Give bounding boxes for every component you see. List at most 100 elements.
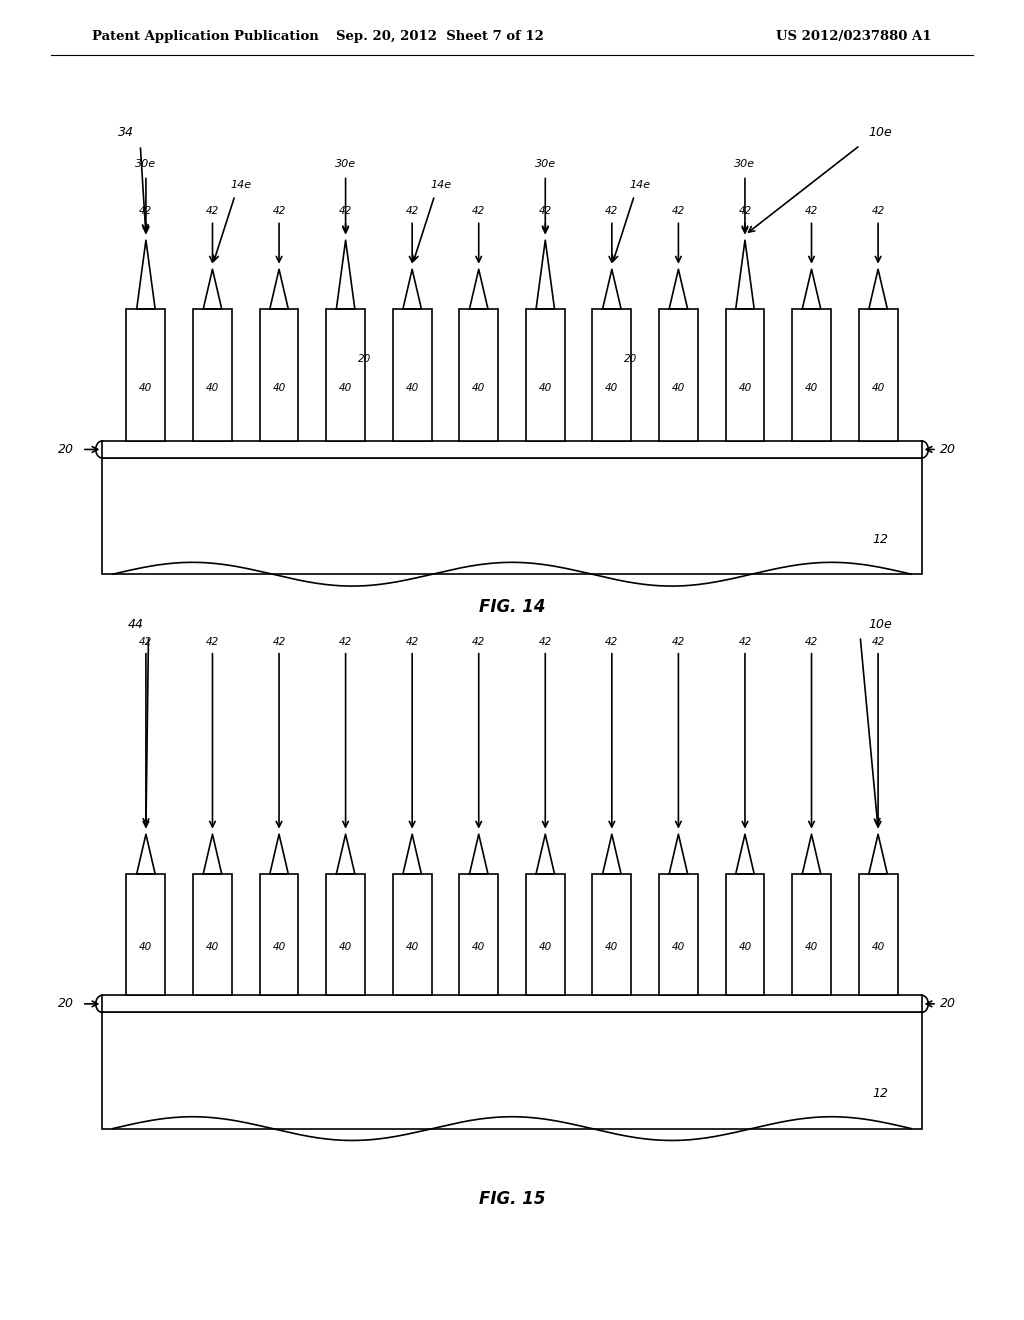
Text: 42: 42 [406, 206, 419, 216]
Bar [659, 309, 698, 441]
Text: 14e: 14e [430, 180, 452, 190]
Text: Patent Application Publication: Patent Application Publication [92, 30, 318, 44]
Text: 42: 42 [339, 636, 352, 647]
Text: 20: 20 [625, 354, 637, 364]
Text: 40: 40 [605, 941, 618, 952]
Text: 40: 40 [472, 941, 485, 952]
Text: 42: 42 [672, 206, 685, 216]
Text: 42: 42 [605, 636, 618, 647]
Text: 42: 42 [272, 636, 286, 647]
Text: 30e: 30e [135, 158, 157, 169]
Text: 20: 20 [940, 998, 956, 1010]
Text: 40: 40 [206, 383, 219, 393]
Bar [593, 309, 632, 441]
Bar [460, 309, 499, 441]
Text: 10e: 10e [868, 618, 892, 631]
Text: 40: 40 [738, 941, 752, 952]
Text: 42: 42 [272, 206, 286, 216]
Text: 40: 40 [339, 941, 352, 952]
Bar [393, 309, 432, 441]
Bar [526, 309, 565, 441]
Text: 42: 42 [539, 636, 552, 647]
Text: 42: 42 [605, 206, 618, 216]
Text: 40: 40 [472, 383, 485, 393]
Text: 40: 40 [272, 383, 286, 393]
Text: 44: 44 [128, 618, 144, 631]
Text: 40: 40 [672, 383, 685, 393]
Text: 20: 20 [57, 998, 74, 1010]
Bar [260, 309, 299, 441]
Bar [526, 874, 565, 995]
Text: 42: 42 [871, 206, 885, 216]
Text: FIG. 15: FIG. 15 [479, 1189, 545, 1208]
Text: 42: 42 [472, 636, 485, 647]
Text: 42: 42 [871, 636, 885, 647]
Bar [102, 441, 922, 458]
Text: 12: 12 [872, 1088, 889, 1101]
Text: 20: 20 [57, 444, 74, 455]
Bar [327, 309, 366, 441]
Text: 40: 40 [406, 383, 419, 393]
Bar [393, 874, 432, 995]
Text: 42: 42 [206, 636, 219, 647]
Bar [102, 458, 922, 574]
Text: 42: 42 [139, 206, 153, 216]
Text: 40: 40 [871, 383, 885, 393]
Text: 40: 40 [871, 941, 885, 952]
Bar [793, 874, 831, 995]
Text: 34: 34 [118, 125, 134, 139]
Bar [102, 1012, 922, 1129]
Text: 40: 40 [738, 383, 752, 393]
Text: 42: 42 [738, 636, 752, 647]
Text: US 2012/0237880 A1: US 2012/0237880 A1 [776, 30, 932, 44]
Text: 40: 40 [139, 383, 153, 393]
Text: 42: 42 [672, 636, 685, 647]
Text: FIG. 14: FIG. 14 [479, 598, 545, 616]
Bar [102, 995, 922, 1012]
Text: 40: 40 [805, 383, 818, 393]
Text: 40: 40 [805, 941, 818, 952]
Text: 40: 40 [605, 383, 618, 393]
Text: 42: 42 [805, 206, 818, 216]
Text: 14e: 14e [230, 180, 252, 190]
Text: 14e: 14e [630, 180, 651, 190]
Bar [793, 309, 831, 441]
Text: 30e: 30e [535, 158, 556, 169]
Bar [659, 874, 698, 995]
Text: 30e: 30e [335, 158, 356, 169]
Bar [859, 309, 898, 441]
Text: 20: 20 [940, 444, 956, 455]
Text: 10e: 10e [868, 125, 892, 139]
Text: 42: 42 [206, 206, 219, 216]
Text: 42: 42 [406, 636, 419, 647]
Bar [327, 874, 366, 995]
Text: 40: 40 [539, 383, 552, 393]
Text: 40: 40 [139, 941, 153, 952]
Bar [725, 309, 764, 441]
Bar [859, 874, 898, 995]
Bar [725, 874, 764, 995]
Text: 42: 42 [472, 206, 485, 216]
Text: 42: 42 [339, 206, 352, 216]
Text: 40: 40 [672, 941, 685, 952]
Bar [194, 874, 232, 995]
Text: 40: 40 [339, 383, 352, 393]
Text: 30e: 30e [734, 158, 756, 169]
Text: 40: 40 [406, 941, 419, 952]
Text: 42: 42 [805, 636, 818, 647]
Text: 12: 12 [872, 533, 889, 546]
Bar [194, 309, 232, 441]
Text: 42: 42 [139, 636, 153, 647]
Bar [260, 874, 299, 995]
Text: 40: 40 [272, 941, 286, 952]
Bar [127, 309, 166, 441]
Text: 40: 40 [206, 941, 219, 952]
Text: Sep. 20, 2012  Sheet 7 of 12: Sep. 20, 2012 Sheet 7 of 12 [336, 30, 545, 44]
Bar [127, 874, 166, 995]
Bar [460, 874, 499, 995]
Text: 42: 42 [539, 206, 552, 216]
Text: 42: 42 [738, 206, 752, 216]
Bar [593, 874, 632, 995]
Text: 20: 20 [358, 354, 371, 364]
Text: 40: 40 [539, 941, 552, 952]
